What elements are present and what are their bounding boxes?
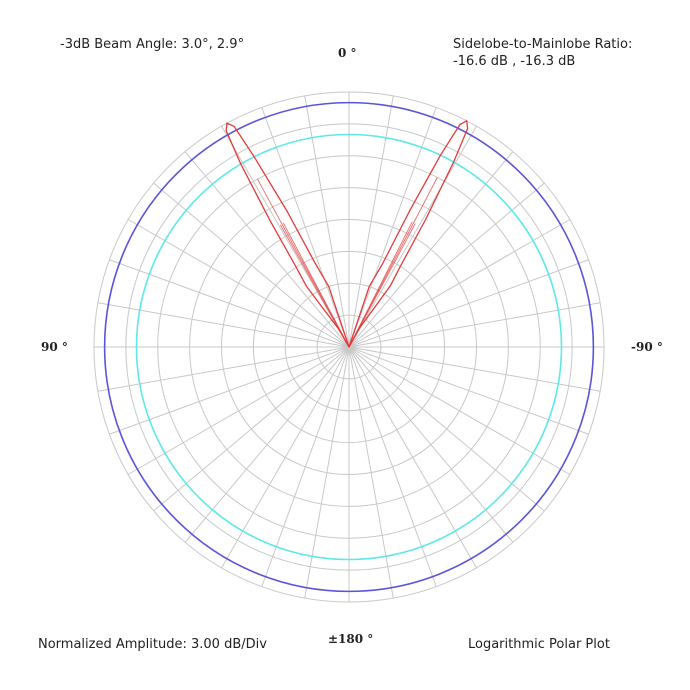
reference-ring-inner xyxy=(135,133,563,561)
sidelobe-ratio-values: -16.6 dB , -16.3 dB xyxy=(453,54,576,69)
beam-lobe-rib xyxy=(279,224,350,348)
plot-type-label: Logarithmic Polar Plot xyxy=(468,637,610,652)
angle-label-180: ±180 ° xyxy=(328,632,374,646)
angle-label-90: 90 ° xyxy=(41,340,68,354)
reference-rings xyxy=(103,101,595,593)
sidelobe-ratio-title: Sidelobe-to-Mainlobe Ratio: xyxy=(453,37,633,52)
beam-lobe-rib xyxy=(348,223,416,348)
reference-ring-outer xyxy=(103,101,595,593)
beam-lobe-right xyxy=(348,120,469,348)
beam-lobe-left xyxy=(225,122,350,348)
angle-label-minus-90: -90 ° xyxy=(631,340,663,354)
sidelobe-ratio-block: Sidelobe-to-Mainlobe Ratio: -16.6 dB , -… xyxy=(453,36,632,70)
beam-pattern xyxy=(225,120,469,348)
angle-label-0: 0 ° xyxy=(338,46,357,60)
beam-angle-label: -3dB Beam Angle: 3.0°, 2.9° xyxy=(60,37,245,52)
amplitude-scale-label: Normalized Amplitude: 3.00 dB/Div xyxy=(38,637,267,652)
